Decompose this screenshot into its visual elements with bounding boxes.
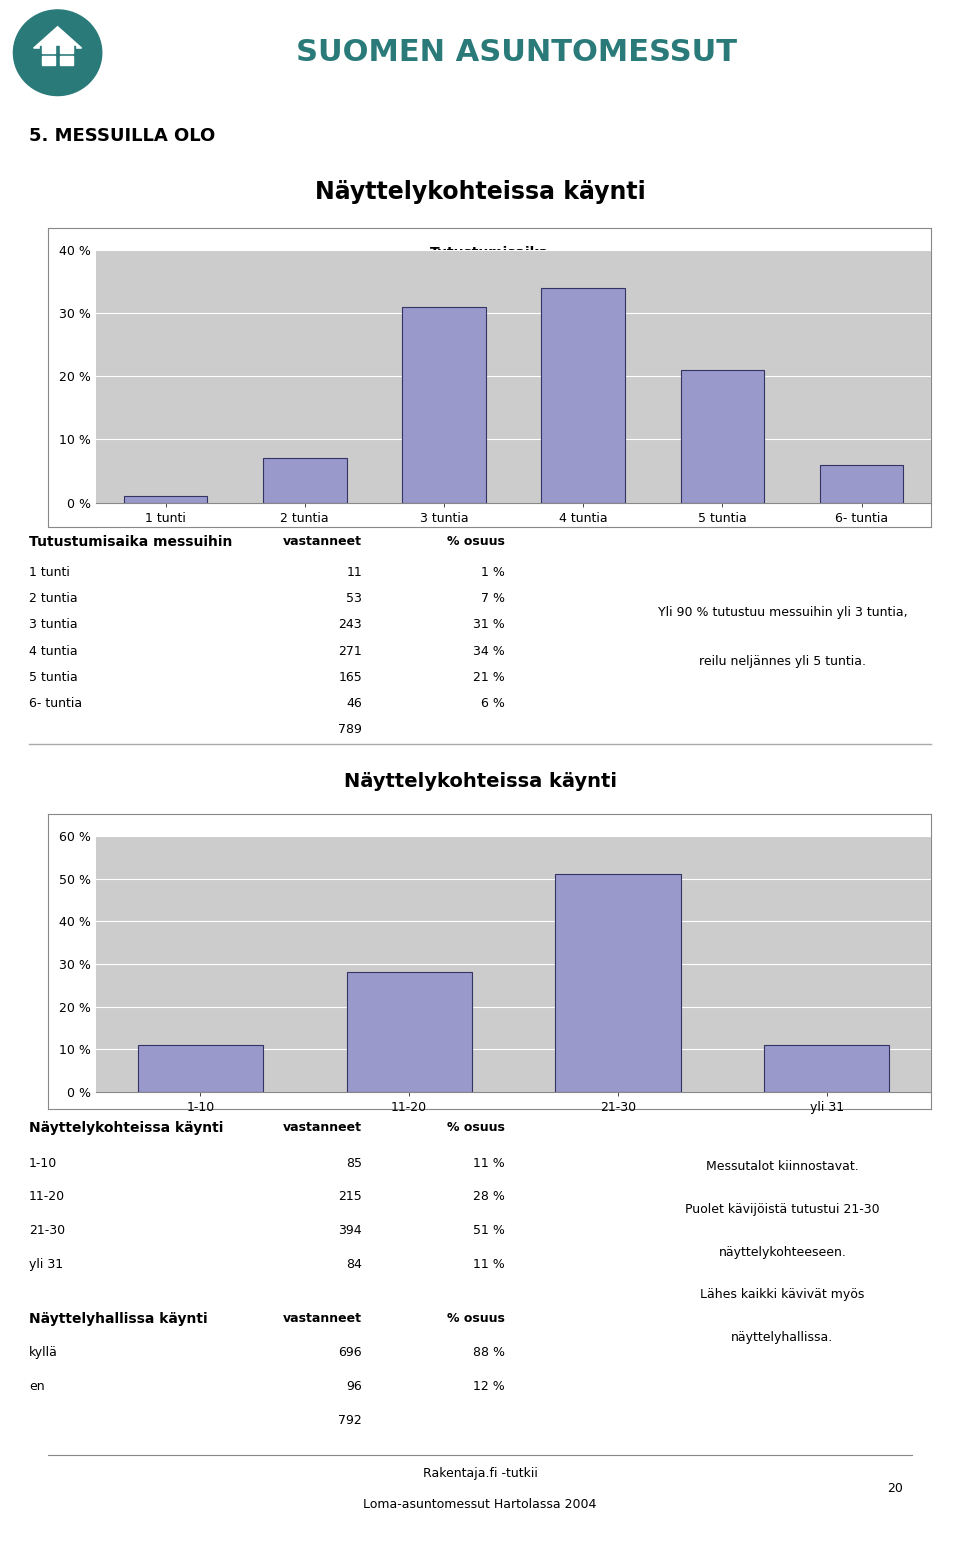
Text: kyllä: kyllä — [29, 1346, 58, 1359]
Text: 11-20: 11-20 — [29, 1191, 65, 1204]
Text: Yli 90 % tutustuu messuihin yli 3 tuntia,: Yli 90 % tutustuu messuihin yli 3 tuntia… — [658, 606, 907, 619]
Bar — [263, 458, 347, 503]
Text: 11 %: 11 % — [473, 1258, 505, 1272]
Text: 12 %: 12 % — [473, 1380, 505, 1393]
Text: Näyttelykohteissa käynti: Näyttelykohteissa käynti — [29, 1121, 223, 1135]
Text: 20: 20 — [887, 1483, 903, 1495]
Text: % osuus: % osuus — [447, 1312, 505, 1326]
Text: näyttelykohteeseen.: näyttelykohteeseen. — [718, 1245, 847, 1258]
Circle shape — [13, 9, 102, 96]
Text: Tutustumisaika: Tutustumisaika — [430, 247, 549, 261]
Text: Tutustumisaika messuihin: Tutustumisaika messuihin — [29, 535, 232, 549]
Text: näyttelyhallissa.: näyttelyhallissa. — [732, 1331, 833, 1345]
Text: % osuus: % osuus — [447, 535, 505, 548]
Text: vastanneet: vastanneet — [283, 1312, 362, 1326]
Bar — [42, 56, 55, 65]
Text: 696: 696 — [339, 1346, 362, 1359]
Text: vastanneet: vastanneet — [283, 535, 362, 548]
Text: Messutalot kiinnostavat.: Messutalot kiinnostavat. — [706, 1160, 859, 1173]
Text: reilu neljännes yli 5 tuntia.: reilu neljännes yli 5 tuntia. — [699, 655, 866, 667]
Bar — [124, 496, 207, 503]
Text: 11: 11 — [347, 566, 362, 579]
Text: Puolet kävijöistä tutustui 21-30: Puolet kävijöistä tutustui 21-30 — [685, 1204, 879, 1216]
Text: 1 %: 1 % — [481, 566, 505, 579]
Bar — [681, 369, 764, 503]
Text: 792: 792 — [338, 1415, 362, 1427]
Text: 96: 96 — [347, 1380, 362, 1393]
Text: 34 %: 34 % — [473, 645, 505, 658]
Bar — [402, 307, 486, 503]
Text: Näyttelykohteissa käynti: Näyttelykohteissa käynti — [315, 180, 645, 205]
Text: 21 %: 21 % — [473, 670, 505, 684]
Text: 394: 394 — [339, 1224, 362, 1238]
Text: 31 %: 31 % — [473, 619, 505, 631]
Text: SUOMEN ASUNTOMESSUT: SUOMEN ASUNTOMESSUT — [296, 39, 737, 67]
Text: 11 %: 11 % — [473, 1157, 505, 1169]
Bar — [60, 56, 73, 65]
Text: 215: 215 — [338, 1191, 362, 1204]
Text: Rakentaja.fi -tutkii: Rakentaja.fi -tutkii — [422, 1467, 538, 1480]
Polygon shape — [34, 26, 82, 48]
Text: Lähes kaikki kävivät myös: Lähes kaikki kävivät myös — [700, 1289, 865, 1301]
Text: Loma-asuntomessut Hartolassa 2004: Loma-asuntomessut Hartolassa 2004 — [363, 1498, 597, 1511]
Text: 5. MESSUILLA OLO: 5. MESSUILLA OLO — [29, 127, 215, 146]
Bar — [347, 972, 471, 1092]
Text: 5 tuntia: 5 tuntia — [29, 670, 78, 684]
Text: 51 %: 51 % — [473, 1224, 505, 1238]
Text: Näyttelykohteissa käynti: Näyttelykohteissa käynti — [344, 772, 616, 791]
Bar — [42, 45, 55, 53]
Text: 243: 243 — [339, 619, 362, 631]
Text: 789: 789 — [338, 723, 362, 737]
Text: 3 tuntia: 3 tuntia — [29, 619, 78, 631]
Bar — [138, 1045, 263, 1092]
Text: 7 %: 7 % — [481, 592, 505, 605]
Text: 2 tuntia: 2 tuntia — [29, 592, 78, 605]
Text: 85: 85 — [347, 1157, 362, 1169]
Text: yli 31: yli 31 — [29, 1258, 63, 1272]
Text: 271: 271 — [338, 645, 362, 658]
Text: 46: 46 — [347, 696, 362, 710]
Text: % osuus: % osuus — [447, 1121, 505, 1134]
Text: Näyttelyhallissa käynti: Näyttelyhallissa käynti — [29, 1312, 207, 1326]
Bar — [764, 1045, 889, 1092]
Text: 4 tuntia: 4 tuntia — [29, 645, 78, 658]
Text: 88 %: 88 % — [473, 1346, 505, 1359]
Text: 28 %: 28 % — [473, 1191, 505, 1204]
Text: vastanneet: vastanneet — [283, 1121, 362, 1134]
Bar — [541, 287, 625, 503]
Text: 84: 84 — [347, 1258, 362, 1272]
Bar — [820, 465, 903, 503]
Text: 1 tunti: 1 tunti — [29, 566, 70, 579]
Bar — [40, 47, 75, 67]
Bar — [555, 875, 681, 1092]
Text: 6 %: 6 % — [481, 696, 505, 710]
Text: en: en — [29, 1380, 44, 1393]
Text: 1-10: 1-10 — [29, 1157, 57, 1169]
Bar — [60, 45, 73, 53]
Text: 21-30: 21-30 — [29, 1224, 65, 1238]
Text: 165: 165 — [338, 670, 362, 684]
Text: 53: 53 — [347, 592, 362, 605]
Text: 6- tuntia: 6- tuntia — [29, 696, 82, 710]
